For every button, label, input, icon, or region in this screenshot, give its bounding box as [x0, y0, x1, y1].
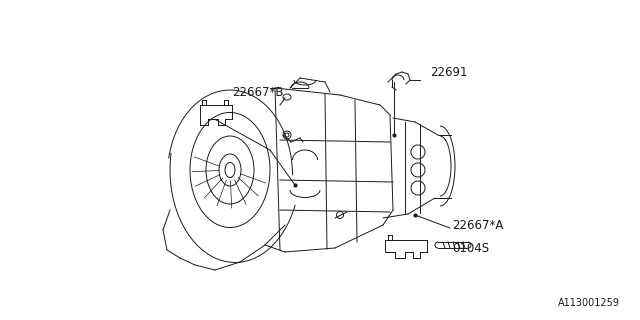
Text: 22667*A: 22667*A	[452, 219, 504, 231]
Text: 22691: 22691	[430, 66, 467, 78]
Text: 22667*B: 22667*B	[232, 85, 284, 99]
Text: 0104S: 0104S	[452, 242, 489, 254]
Text: A113001259: A113001259	[558, 298, 620, 308]
